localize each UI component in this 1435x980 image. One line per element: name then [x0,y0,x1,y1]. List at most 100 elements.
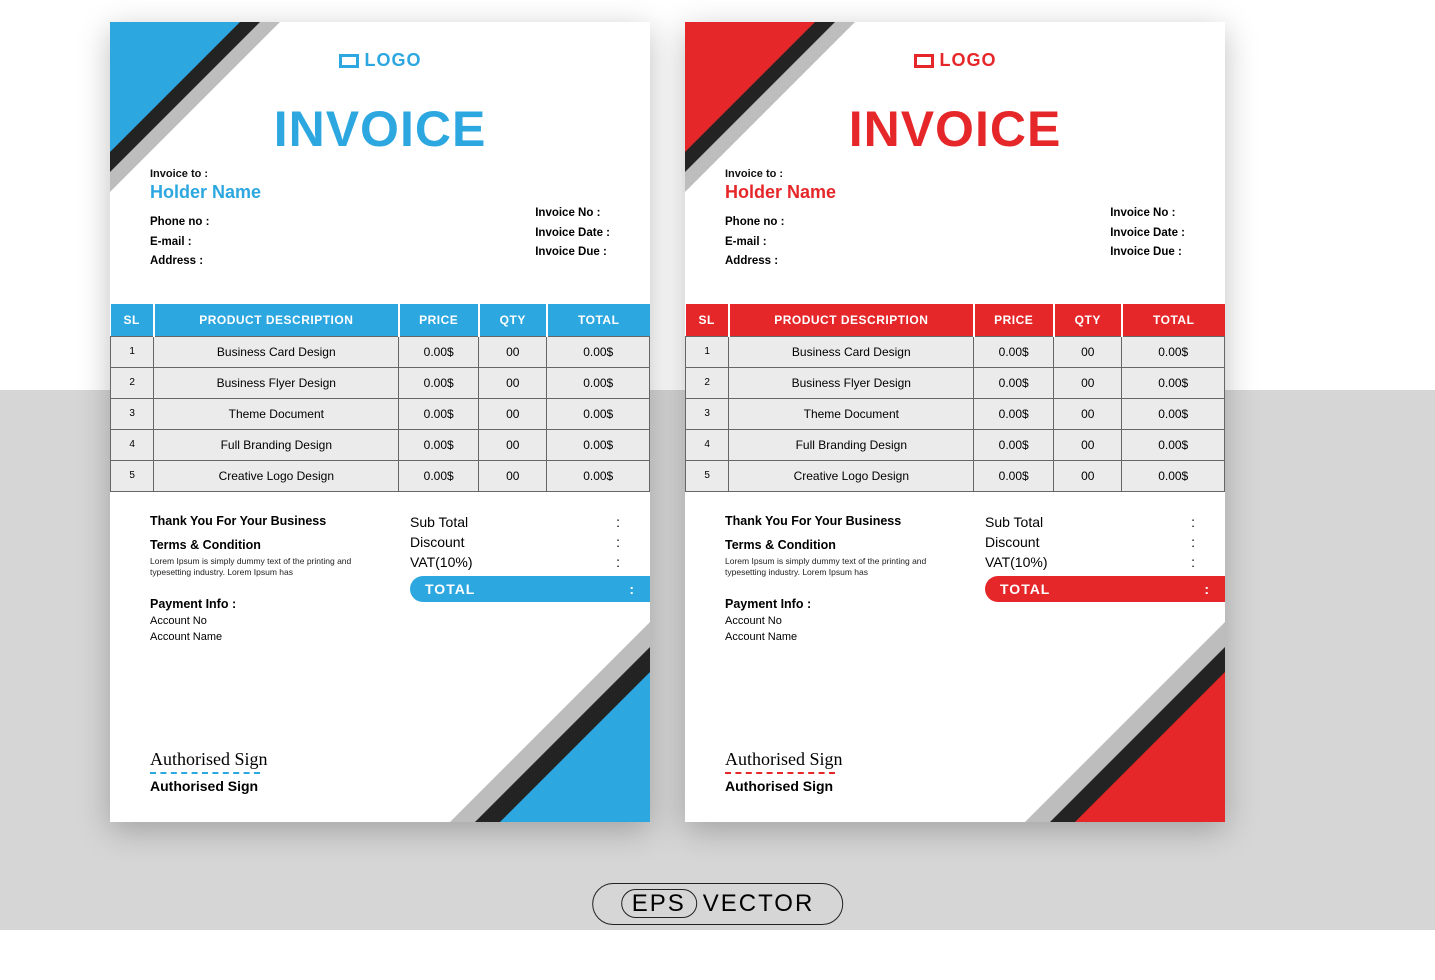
cell-desc: Business Card Design [729,336,974,367]
account-no-label: Account No [725,613,965,630]
cell-desc: Theme Document [729,398,974,429]
subtotal-row: Sub Total: [410,514,620,530]
logo-text: LOGO [940,50,997,70]
col-desc: PRODUCT DESCRIPTION [729,304,974,337]
cell-total: 0.00$ [1122,460,1225,491]
cell-price: 0.00$ [974,398,1054,429]
signature-label: Authorised Sign [725,778,843,794]
invoice-date-label: Invoice Date : [1110,224,1185,244]
signature-line [150,772,260,774]
table-row: 4Full Branding Design0.00$000.00$ [111,429,650,460]
cell-total: 0.00$ [547,336,650,367]
account-name-label: Account Name [150,629,390,646]
cell-total: 0.00$ [1122,367,1225,398]
eps-vector-badge: EPSVECTOR [592,883,844,925]
table-row: 3Theme Document0.00$000.00$ [686,398,1225,429]
table-row: 1Business Card Design0.00$000.00$ [686,336,1225,367]
col-sl: SL [111,304,154,337]
signature-block: Authorised Sign Authorised Sign [150,749,268,794]
thanks-text: Thank You For Your Business [725,514,965,528]
cell-price: 0.00$ [974,460,1054,491]
line-items-table: SL PRODUCT DESCRIPTION PRICE QTY TOTAL 1… [685,304,1225,492]
corner-top-left-decoration [685,22,815,152]
footer-left: Thank You For Your Business Terms & Cond… [150,514,390,646]
cell-desc: Business Flyer Design [154,367,399,398]
vat-row: VAT(10%): [985,554,1195,570]
signature-line [725,772,835,774]
vat-row: VAT(10%): [410,554,620,570]
invoice-no-label: Invoice No : [1110,204,1185,224]
table-row: 2Business Flyer Design0.00$000.00$ [686,367,1225,398]
cell-desc: Business Flyer Design [729,367,974,398]
cell-desc: Full Branding Design [729,429,974,460]
col-total: TOTAL [547,304,650,337]
cell-price: 0.00$ [399,460,479,491]
cell-desc: Creative Logo Design [154,460,399,491]
invoice-no-label: Invoice No : [535,204,610,224]
payment-heading: Payment Info : [150,597,390,611]
payment-lines: Account No Account Name [150,613,390,646]
cell-total: 0.00$ [1122,429,1225,460]
cell-qty: 00 [479,336,547,367]
account-no-label: Account No [150,613,390,630]
corner-bottom-right-decoration [500,672,650,822]
logo-icon [914,54,934,68]
payment-heading: Payment Info : [725,597,965,611]
line-items-table: SL PRODUCT DESCRIPTION PRICE QTY TOTAL 1… [110,304,650,492]
cell-price: 0.00$ [974,367,1054,398]
cell-sl: 4 [686,429,729,460]
cell-total: 0.00$ [547,460,650,491]
cell-desc: Creative Logo Design [729,460,974,491]
discount-row: Discount: [985,534,1195,550]
table-row: 5Creative Logo Design0.00$000.00$ [111,460,650,491]
cell-total: 0.00$ [547,398,650,429]
invoice-meta-right: Invoice No : Invoice Date : Invoice Due … [1110,204,1185,263]
eps-text: EPS [621,889,697,918]
table-row: 3Theme Document0.00$000.00$ [111,398,650,429]
col-price: PRICE [974,304,1054,337]
col-sl: SL [686,304,729,337]
cell-sl: 4 [111,429,154,460]
col-qty: QTY [1054,304,1122,337]
cell-total: 0.00$ [547,429,650,460]
signature-script: Authorised Sign [725,749,843,770]
col-qty: QTY [479,304,547,337]
invoice-red: LOGO INVOICE Invoice to : Holder Name Ph… [685,22,1225,822]
signature-block: Authorised Sign Authorised Sign [725,749,843,794]
cell-sl: 5 [111,460,154,491]
cell-qty: 00 [479,429,547,460]
footer-left: Thank You For Your Business Terms & Cond… [725,514,965,646]
corner-top-left-decoration [110,22,240,152]
signature-label: Authorised Sign [150,778,268,794]
cell-qty: 00 [479,367,547,398]
cell-qty: 00 [1054,429,1122,460]
invoice-due-label: Invoice Due : [535,243,610,263]
table-row: 4Full Branding Design0.00$000.00$ [686,429,1225,460]
cell-qty: 00 [479,398,547,429]
col-desc: PRODUCT DESCRIPTION [154,304,399,337]
cell-price: 0.00$ [974,429,1054,460]
invoice-pair: LOGO INVOICE Invoice to : Holder Name Ph… [0,0,1435,822]
terms-heading: Terms & Condition [150,538,390,552]
vector-text: VECTOR [703,890,815,917]
cell-total: 0.00$ [1122,398,1225,429]
payment-lines: Account No Account Name [725,613,965,646]
cell-total: 0.00$ [1122,336,1225,367]
terms-body: Lorem Ipsum is simply dummy text of the … [150,556,370,579]
terms-heading: Terms & Condition [725,538,965,552]
invoice-blue: LOGO INVOICE Invoice to : Holder Name Ph… [110,22,650,822]
table-row: 2Business Flyer Design0.00$000.00$ [111,367,650,398]
cell-sl: 3 [111,398,154,429]
corner-bottom-right-decoration [1075,672,1225,822]
cell-qty: 00 [1054,336,1122,367]
logo-icon [339,54,359,68]
thanks-text: Thank You For Your Business [150,514,390,528]
cell-price: 0.00$ [974,336,1054,367]
cell-sl: 2 [111,367,154,398]
cell-sl: 2 [686,367,729,398]
cell-price: 0.00$ [399,336,479,367]
cell-sl: 1 [686,336,729,367]
cell-price: 0.00$ [399,398,479,429]
cell-total: 0.00$ [547,367,650,398]
cell-desc: Full Branding Design [154,429,399,460]
